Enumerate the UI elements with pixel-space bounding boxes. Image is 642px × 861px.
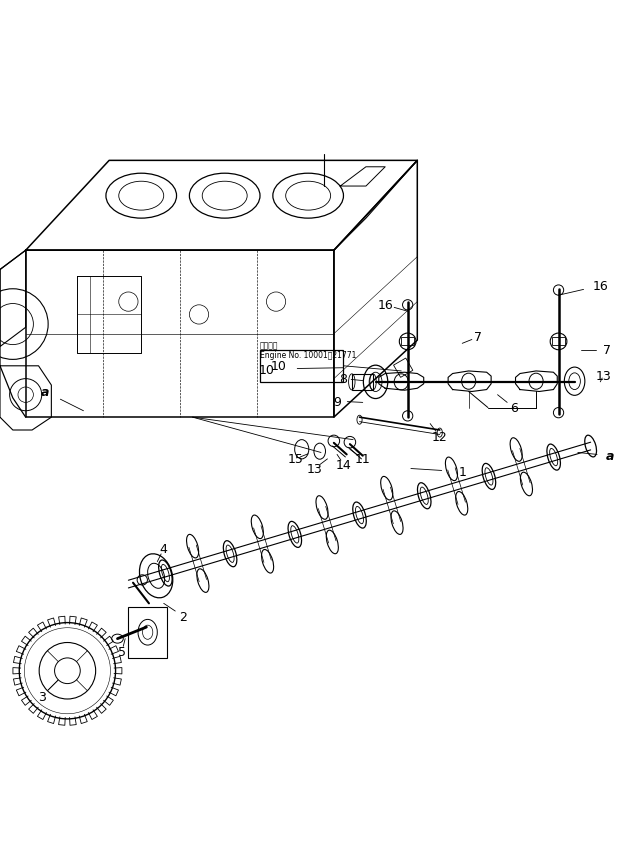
Text: 10: 10	[259, 363, 274, 376]
Text: 13: 13	[596, 369, 611, 382]
Text: 11: 11	[355, 453, 370, 466]
Bar	[260, 350, 343, 382]
Text: 13: 13	[307, 462, 322, 475]
Text: 3: 3	[38, 691, 46, 703]
Text: 7: 7	[474, 331, 482, 344]
Text: 12: 12	[432, 430, 447, 443]
Text: 15: 15	[288, 453, 303, 466]
Text: 1: 1	[458, 466, 466, 479]
Text: 4: 4	[160, 542, 168, 555]
Text: 8: 8	[340, 373, 347, 386]
Text: 9: 9	[333, 395, 341, 408]
Circle shape	[403, 300, 413, 311]
Text: 16: 16	[593, 280, 608, 293]
Text: 6: 6	[510, 401, 517, 414]
Text: 7: 7	[603, 344, 611, 356]
Text: 2: 2	[179, 610, 187, 623]
Circle shape	[403, 412, 413, 422]
Text: 5: 5	[118, 645, 126, 658]
Circle shape	[553, 408, 564, 418]
Text: Engine No. 10001～21771: Engine No. 10001～21771	[260, 351, 356, 360]
Bar	[401, 338, 414, 346]
Circle shape	[553, 286, 564, 296]
Bar	[128, 607, 167, 658]
Text: a: a	[40, 386, 49, 399]
Text: 14: 14	[336, 458, 351, 471]
Bar	[552, 338, 565, 346]
Text: 適用号機: 適用号機	[260, 341, 279, 350]
Text: 16: 16	[377, 299, 393, 312]
Text: 10: 10	[270, 360, 286, 373]
Bar	[352, 374, 373, 390]
Text: a: a	[605, 449, 614, 462]
Bar	[394, 359, 413, 378]
